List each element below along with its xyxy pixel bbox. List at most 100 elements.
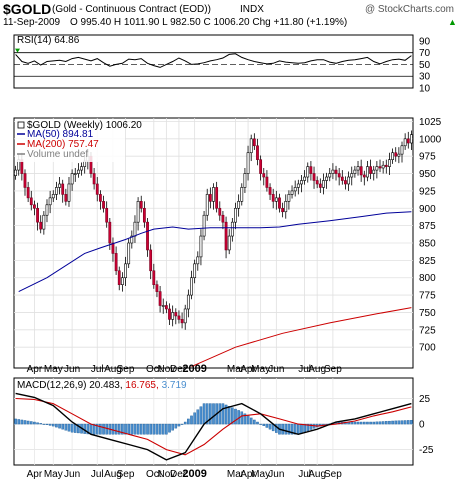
macd-histogram-bar [124,423,127,435]
price-candle-body [325,176,329,181]
price-candle-body [212,187,215,202]
price-candle-body [340,176,344,181]
price-candle-body [205,194,209,216]
price-candle-body [136,201,140,223]
symbol-name: (Gold - Continuous Contract (EOD)) [52,4,211,15]
price-candle-body [64,194,68,202]
price-candle-body [227,235,231,251]
price-tick-label: 850 [419,239,436,250]
price-tick-label: 725 [419,325,436,336]
price-candle-body [108,221,112,244]
quote-values: O 995.40 H 1011.90 L 982.50 C 1006.20 Ch… [70,17,347,28]
macd-histogram-bar [61,423,64,430]
macd-histogram-bar [133,423,137,435]
price-candle-body [293,187,297,192]
quote-date: 11-Sep-2009 [3,17,61,28]
macd-histogram-bar [45,423,49,425]
date-tick-label: Apr [27,469,43,480]
price-candle-body [403,138,407,147]
macd-histogram-bar [384,421,388,425]
price-candle-body [318,183,322,188]
macd-histogram-bar [161,423,165,435]
price-legend-box [15,119,125,162]
date-tick-label: Dec [170,469,188,480]
macd-histogram-bar [20,419,24,425]
macd-histogram-bar [51,423,55,427]
ma50-line [18,211,412,293]
rsi-start-marker-icon [15,48,20,53]
price-candle-body [168,308,171,320]
price-tick-label: 925 [419,186,436,197]
price-candle-body [312,173,316,181]
price-candle-body [259,159,263,174]
price-candle-body [230,221,234,237]
price-candle-body [221,214,225,223]
macd-histogram-bar [231,407,234,425]
price-candle-body [262,173,266,178]
macd-histogram-bar [363,421,366,425]
price-candle-body [158,291,162,306]
macd-histogram-bar [143,423,146,435]
macd-label-part: 20.483, [89,380,125,391]
price-candle-body [61,183,65,195]
price-candle-body [350,173,354,178]
price-candle-body [388,159,391,167]
macd-histogram-bar [99,423,102,435]
macd-histogram-bar [77,423,80,434]
price-candle-body [80,166,83,171]
date-tick-label: Mar [227,364,245,375]
macd-histogram-bar [240,411,244,425]
price-candle-body [362,174,366,178]
macd-histogram-bar [48,423,52,426]
price-panel: 700 725 750 775 800 825 850 875 900 925 950 975 1000… [13,117,442,369]
date-tick-label: May [44,469,63,480]
macd-label-part: 16.765, [125,380,161,391]
price-candle-body [58,183,61,188]
macd-histogram-bar [149,423,152,435]
macd-histogram-bar [234,408,237,425]
price-candle-body [271,194,275,202]
macd-histogram-bar [218,403,222,425]
price-candle-body [328,173,332,178]
price-candle-body [265,176,269,188]
rsi-line [15,53,412,68]
macd-histogram-bar [353,421,357,425]
date-tick-label: Nov [157,469,175,480]
macd-tick-label: -25 [419,445,434,456]
date-tick-label: Mar [227,469,245,480]
macd-histogram-bar [406,420,410,425]
macd-panel: -25 0 25 MACD(12,26,9) 20.483, 16.765, 3.71… [13,377,434,466]
price-legend-entry: MA(50) 894.81 [27,129,94,140]
macd-histogram-bar [127,423,130,435]
date-tick-label: Jun [268,364,284,375]
macd-histogram-bar [14,418,17,425]
price-candle-body [300,180,303,185]
quote-arrow-icon: ▲ [448,17,457,27]
price-candle-body [406,138,410,144]
price-candle-body [356,166,360,171]
date-tick-label: Apr [240,469,256,480]
macd-histogram-bar [152,423,156,435]
macd-histogram-bar [212,403,215,425]
date-tick-label: Jun [64,469,80,480]
price-candle-body [70,173,74,185]
macd-histogram-bar [246,415,250,425]
macd-histogram-bar [83,423,86,434]
date-tick-label: Sep [117,364,135,375]
macd-histogram-bar [29,421,33,425]
price-candle-body [322,180,325,188]
macd-histogram-bar [403,420,407,425]
price-candle-body [155,284,159,292]
macd-histogram-bar [209,403,212,425]
price-candle-body [139,201,143,209]
macd-histogram-bar [139,423,143,435]
macd-histogram-bar [114,423,118,435]
price-candle-body [268,187,272,195]
price-candle-body [284,201,288,213]
macd-histogram-bar [259,423,262,425]
price-candle-body [45,204,49,216]
date-tick-label: 2009 [182,468,206,480]
